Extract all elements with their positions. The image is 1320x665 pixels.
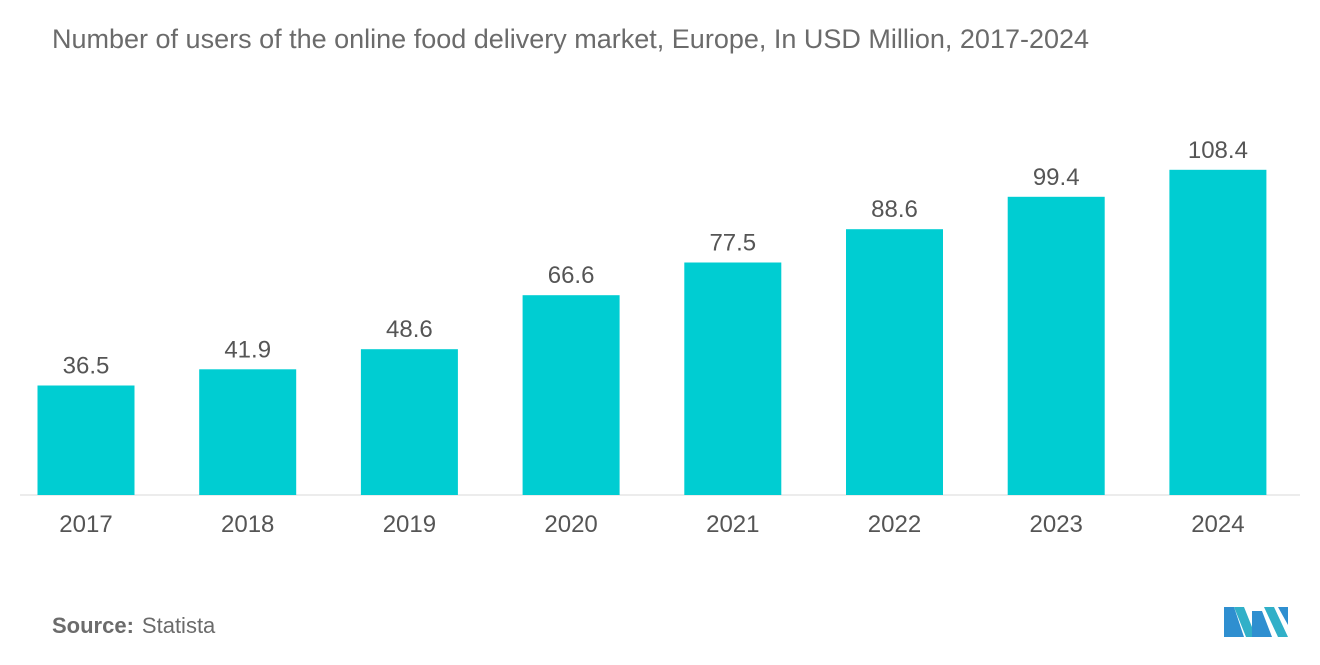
source-note: Source: Statista: [52, 613, 215, 639]
x-tick-label-2019: 2019: [383, 511, 436, 538]
chart-title: Number of users of the online food deliv…: [52, 24, 1090, 54]
data-label-2024: 108.4: [1188, 137, 1248, 164]
data-label-2017: 36.5: [63, 353, 110, 380]
bar-2018: [199, 369, 297, 495]
x-tick-label-2024: 2024: [1191, 511, 1244, 538]
data-label-2021: 77.5: [709, 230, 756, 257]
x-tick-label-2022: 2022: [868, 511, 921, 538]
x-tick-label-2021: 2021: [706, 511, 759, 538]
bar-2020: [522, 295, 620, 495]
x-tick-label-2023: 2023: [1030, 511, 1083, 538]
mordor-intelligence-logo-icon: [1224, 607, 1288, 637]
bar-2022: [846, 229, 943, 495]
bar-2019: [360, 349, 458, 495]
bar-chart: 36.5 2017 41.9 2018 48.6 2019 66.6 2020 77.5 2021…: [20, 137, 1300, 538]
data-label-2023: 99.4: [1033, 164, 1080, 191]
x-tick-label-2017: 2017: [59, 511, 112, 538]
data-label-2022: 88.6: [871, 196, 918, 223]
bar-2023: [1007, 196, 1105, 496]
bar-2024: [1169, 169, 1267, 496]
data-label-2019: 48.6: [386, 316, 433, 343]
bar-2017: [37, 385, 135, 495]
source-value: Statista: [141, 613, 216, 638]
bar-2021: [684, 262, 782, 495]
x-tick-label-2020: 2020: [544, 511, 597, 538]
source-label: Source:: [52, 613, 134, 638]
x-tick-label-2018: 2018: [221, 511, 274, 538]
data-label-2020: 66.6: [548, 262, 595, 289]
data-label-2018: 41.9: [224, 336, 271, 363]
